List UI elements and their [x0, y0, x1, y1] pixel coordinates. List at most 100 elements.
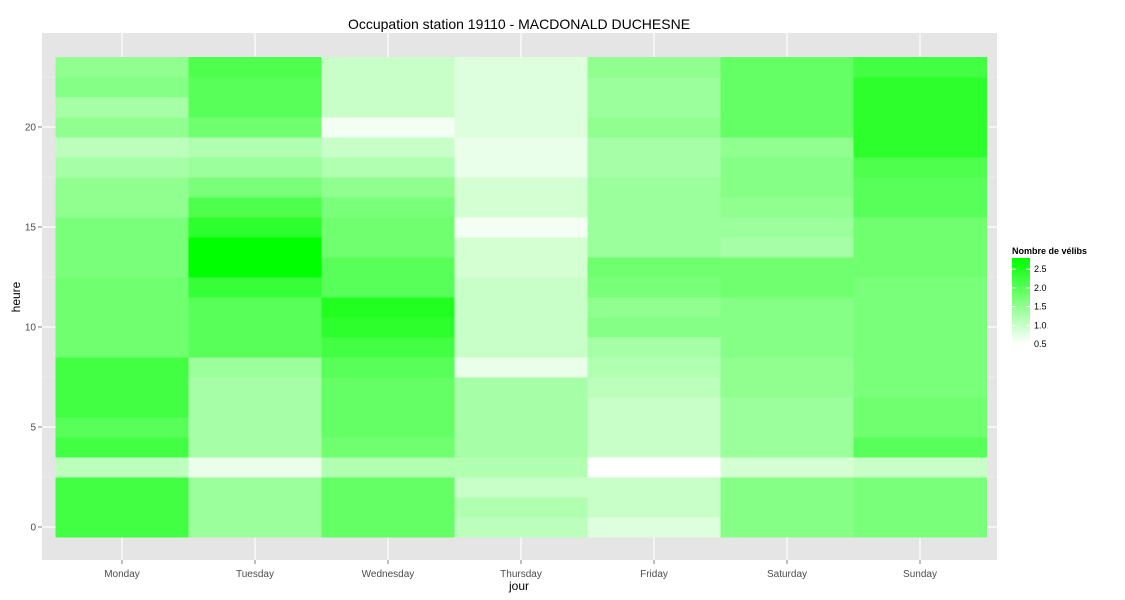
heatmap-cell — [720, 497, 854, 518]
heatmap-cell — [55, 77, 189, 98]
heatmap-cell — [321, 397, 455, 418]
heatmap-cell — [188, 197, 322, 218]
heatmap-cell — [321, 177, 455, 198]
heatmap-cell — [454, 377, 588, 398]
heatmap-cell — [188, 157, 322, 178]
heatmap-cell — [454, 97, 588, 118]
heatmap-cell — [321, 77, 455, 98]
heatmap-cell — [454, 277, 588, 298]
heatmap-cell — [454, 357, 588, 378]
heatmap-cell — [853, 117, 987, 138]
heatmap-cell — [720, 77, 854, 98]
heatmap-cell — [188, 337, 322, 358]
heatmap-cell — [853, 377, 987, 398]
heatmap-cell — [853, 517, 987, 538]
heatmap-cell — [55, 517, 189, 538]
heatmap-cell — [853, 497, 987, 518]
heatmap-cell — [720, 157, 854, 178]
heatmap-cell — [188, 177, 322, 198]
heatmap-cell — [188, 357, 322, 378]
y-tick-label: 5 — [30, 423, 36, 434]
heatmap-cell — [321, 437, 455, 458]
heatmap-cell — [55, 397, 189, 418]
heatmap-cell — [720, 517, 854, 538]
heatmap-cell — [188, 97, 322, 118]
heatmap-cell — [321, 377, 455, 398]
legend-tick-label: 1.0 — [1034, 320, 1047, 330]
heatmap-cell — [587, 157, 721, 178]
heatmap-cell — [321, 277, 455, 298]
heatmap-cell — [853, 257, 987, 278]
heatmap-cell — [55, 317, 189, 338]
heatmap-cell — [55, 237, 189, 258]
legend-tick-label: 1.5 — [1034, 302, 1047, 312]
heatmap-cell — [188, 117, 322, 138]
heatmap-cell — [587, 457, 721, 478]
heatmap-cell — [454, 417, 588, 438]
heatmap-cell — [454, 197, 588, 218]
heatmap-cell — [188, 517, 322, 538]
heatmap-cell — [853, 457, 987, 478]
heatmap-tiles — [55, 57, 987, 538]
heatmap-cell — [853, 97, 987, 118]
legend-colorbar — [1012, 258, 1030, 344]
heatmap-cell — [720, 457, 854, 478]
heatmap-cell — [720, 417, 854, 438]
heatmap-cell — [587, 357, 721, 378]
heatmap-cell — [720, 297, 854, 318]
heatmap-cell — [454, 517, 588, 538]
heatmap-cell — [587, 137, 721, 158]
heatmap-cell — [720, 337, 854, 358]
heatmap-cell — [853, 437, 987, 458]
x-tick-label: Saturday — [767, 569, 807, 580]
heatmap-cell — [454, 57, 588, 78]
heatmap-cell — [55, 497, 189, 518]
heatmap-cell — [853, 477, 987, 498]
y-tick-label: 10 — [25, 323, 37, 334]
heatmap-cell — [853, 237, 987, 258]
heatmap-cell — [587, 337, 721, 358]
heatmap-cell — [454, 257, 588, 278]
chart-title: Occupation station 19110 - MACDONALD DUC… — [348, 16, 690, 32]
heatmap-cell — [454, 117, 588, 138]
heatmap-cell — [587, 257, 721, 278]
heatmap-cell — [454, 297, 588, 318]
heatmap-cell — [720, 437, 854, 458]
heatmap-cell — [587, 57, 721, 78]
heatmap-cell — [321, 217, 455, 238]
heatmap-cell — [587, 477, 721, 498]
heatmap-cell — [853, 397, 987, 418]
heatmap-cell — [55, 217, 189, 238]
heatmap-cell — [55, 477, 189, 498]
heatmap-cell — [454, 457, 588, 478]
heatmap-cell — [454, 217, 588, 238]
heatmap-cell — [720, 177, 854, 198]
heatmap-cell — [188, 217, 322, 238]
heatmap-cell — [853, 77, 987, 98]
heatmap-cell — [853, 197, 987, 218]
heatmap-cell — [720, 197, 854, 218]
heatmap-cell — [55, 57, 189, 78]
heatmap-cell — [321, 517, 455, 538]
heatmap-cell — [321, 357, 455, 378]
heatmap-cell — [321, 117, 455, 138]
heatmap-cell — [321, 337, 455, 358]
heatmap-cell — [587, 77, 721, 98]
heatmap-cell — [587, 277, 721, 298]
heatmap-cell — [587, 177, 721, 198]
heatmap-cell — [321, 457, 455, 478]
legend-ticks: 0.5 1.0 1.5 2.0 2.5 — [1012, 264, 1047, 349]
heatmap-cell — [188, 477, 322, 498]
heatmap-cell — [587, 297, 721, 318]
heatmap-cell — [720, 277, 854, 298]
heatmap-cell — [853, 277, 987, 298]
x-tick-label: Monday — [104, 569, 140, 580]
heatmap-cell — [853, 177, 987, 198]
heatmap-cell — [321, 157, 455, 178]
heatmap-cell — [720, 377, 854, 398]
heatmap-cell — [454, 497, 588, 518]
heatmap-cell — [720, 57, 854, 78]
legend-tick-label: 0.5 — [1034, 339, 1047, 349]
heatmap-cell — [188, 237, 322, 258]
